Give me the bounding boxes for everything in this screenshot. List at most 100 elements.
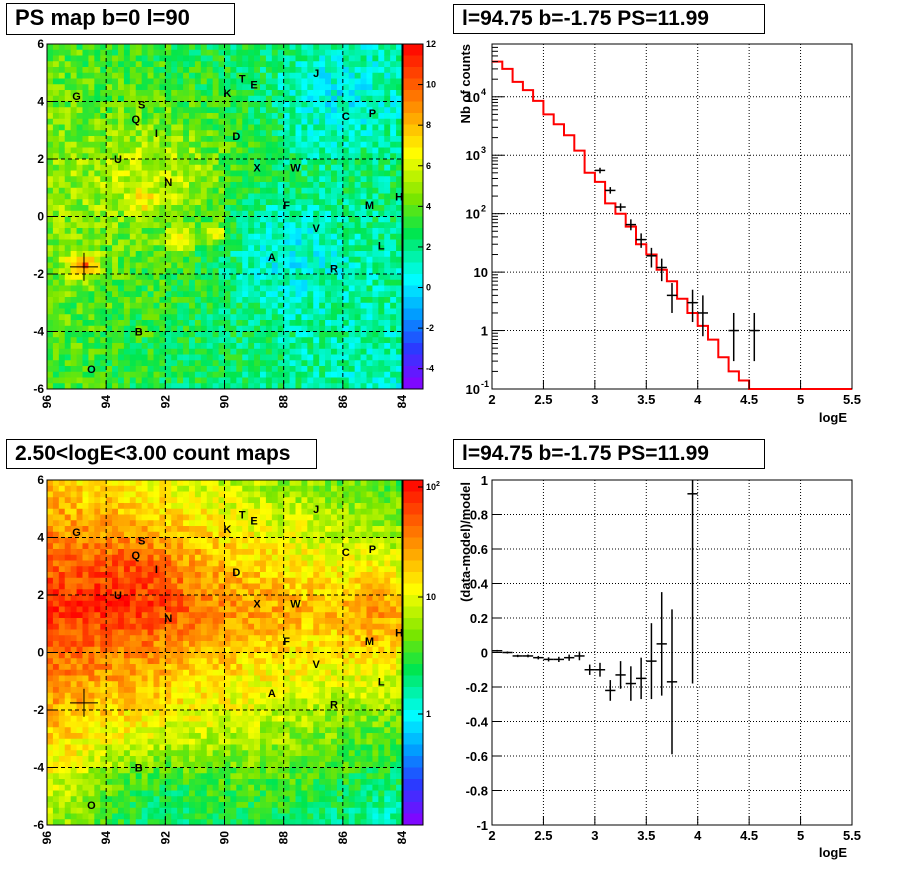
count-cell <box>153 618 160 625</box>
ps-cell <box>342 101 350 108</box>
count-cell <box>94 790 101 797</box>
ps-cell <box>177 141 184 148</box>
ps-cell <box>260 176 267 183</box>
count-cell <box>141 572 148 579</box>
ps-cell <box>289 297 296 304</box>
ps-cell <box>366 291 373 298</box>
ps-cell <box>242 67 249 74</box>
ps-cell <box>224 182 231 189</box>
ps-cell <box>189 366 196 373</box>
ps-cell <box>295 193 302 200</box>
count-cell <box>165 577 172 584</box>
ps-cell <box>94 118 101 125</box>
ps-cell <box>271 291 279 298</box>
ps-cell <box>147 285 154 292</box>
ps-cell <box>153 228 160 235</box>
ps-cell <box>242 130 249 137</box>
ps-cell <box>354 113 361 120</box>
ps-cell <box>153 95 160 102</box>
ps-cell <box>378 107 385 114</box>
ps-cell <box>313 228 320 235</box>
ps-cell <box>70 44 77 51</box>
ps-cell <box>206 84 214 91</box>
ps-cell <box>307 216 314 223</box>
ps-cell <box>70 256 77 263</box>
ps-cell <box>123 187 131 194</box>
ps-cell <box>366 371 373 378</box>
count-cell <box>153 566 160 573</box>
count-cell <box>70 537 77 544</box>
ps-cell <box>153 118 160 125</box>
ps-cell <box>366 348 373 355</box>
count-cell <box>165 698 172 705</box>
ps-cell <box>342 141 350 148</box>
count-cell <box>135 595 143 602</box>
ps-cell <box>242 377 249 384</box>
ps-cell <box>307 153 314 160</box>
ps-cell <box>378 95 385 102</box>
count-cell <box>118 508 125 515</box>
ps-cell <box>212 331 219 338</box>
ps-cell <box>212 147 219 154</box>
ps-cell <box>396 331 403 338</box>
ps-cell <box>325 90 332 97</box>
ps-cell <box>165 118 172 125</box>
ps-cell <box>112 216 119 223</box>
ps-cell <box>82 130 89 137</box>
ps-cell <box>165 291 172 298</box>
ps-cell <box>147 176 154 183</box>
ps-cell <box>88 187 95 194</box>
ps-cell <box>342 371 350 378</box>
ps-cell <box>206 205 214 212</box>
ps-cell <box>236 205 243 212</box>
ps-cell <box>147 159 154 166</box>
ps-cell <box>224 55 231 62</box>
ps-cell <box>52 222 60 229</box>
ps-cell <box>360 78 367 85</box>
ps-cell <box>265 90 273 97</box>
ps-cell <box>384 84 391 91</box>
ps-cell <box>336 113 344 120</box>
ps-cell <box>70 325 77 332</box>
ps-cell <box>141 49 148 56</box>
count-cell <box>165 623 172 630</box>
ps-cell <box>366 245 373 252</box>
ps-cell <box>171 354 178 361</box>
ps-cell <box>348 354 356 361</box>
ps-cell <box>129 199 137 206</box>
ps-cell <box>118 325 125 332</box>
ps-cell <box>372 67 379 74</box>
ps-cell <box>348 383 356 390</box>
ps-cell <box>100 159 107 166</box>
ps-cell <box>76 61 83 68</box>
ps-cell <box>141 325 148 332</box>
ps-cell <box>230 55 237 62</box>
ps-cell <box>224 383 231 390</box>
ps-cell <box>313 44 320 51</box>
count-cell <box>82 618 89 625</box>
count-cell <box>171 480 178 487</box>
ps-cell <box>325 187 332 194</box>
count-cell <box>52 514 60 521</box>
ps-cell <box>100 343 107 350</box>
count-cell <box>82 491 89 498</box>
ps-cell <box>283 78 290 85</box>
ps-cell <box>189 176 196 183</box>
ps-cell <box>194 383 202 390</box>
count-cell <box>165 675 172 682</box>
ps-cell <box>325 337 332 344</box>
ps-cell <box>224 251 231 258</box>
count-cell <box>118 612 125 619</box>
ps-cell <box>88 124 95 131</box>
count-cell <box>100 692 107 699</box>
ps-cell <box>94 210 101 217</box>
count-cell <box>100 508 107 515</box>
ps-cell <box>106 187 113 194</box>
ps-cell <box>248 354 255 361</box>
ps-cell <box>171 44 178 51</box>
count-cell <box>47 761 54 768</box>
ps-cell <box>141 291 148 298</box>
ps-cell <box>112 354 119 361</box>
ps-cell <box>331 61 338 68</box>
ps-cell <box>348 377 356 384</box>
